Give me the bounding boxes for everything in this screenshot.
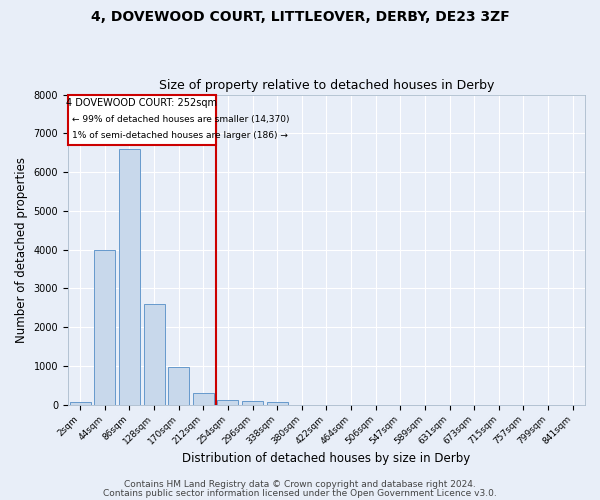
Text: Contains public sector information licensed under the Open Government Licence v3: Contains public sector information licen…: [103, 488, 497, 498]
Text: 4 DOVEWOOD COURT: 252sqm: 4 DOVEWOOD COURT: 252sqm: [66, 98, 217, 108]
Bar: [217, 400, 238, 404]
Bar: [68, 94, 215, 145]
Text: Contains HM Land Registry data © Crown copyright and database right 2024.: Contains HM Land Registry data © Crown c…: [124, 480, 476, 489]
Y-axis label: Number of detached properties: Number of detached properties: [15, 156, 28, 342]
Text: 1% of semi-detached houses are larger (186) →: 1% of semi-detached houses are larger (1…: [71, 131, 287, 140]
Text: 4, DOVEWOOD COURT, LITTLEOVER, DERBY, DE23 3ZF: 4, DOVEWOOD COURT, LITTLEOVER, DERBY, DE…: [91, 10, 509, 24]
Bar: [94, 250, 115, 404]
Title: Size of property relative to detached houses in Derby: Size of property relative to detached ho…: [159, 79, 494, 92]
Bar: [119, 149, 140, 405]
Bar: [242, 401, 263, 404]
Bar: [168, 368, 189, 405]
Bar: [70, 402, 91, 404]
Bar: [193, 392, 214, 404]
X-axis label: Distribution of detached houses by size in Derby: Distribution of detached houses by size …: [182, 452, 470, 465]
Bar: [267, 402, 287, 404]
Text: ← 99% of detached houses are smaller (14,370): ← 99% of detached houses are smaller (14…: [71, 115, 289, 124]
Bar: [143, 304, 164, 404]
